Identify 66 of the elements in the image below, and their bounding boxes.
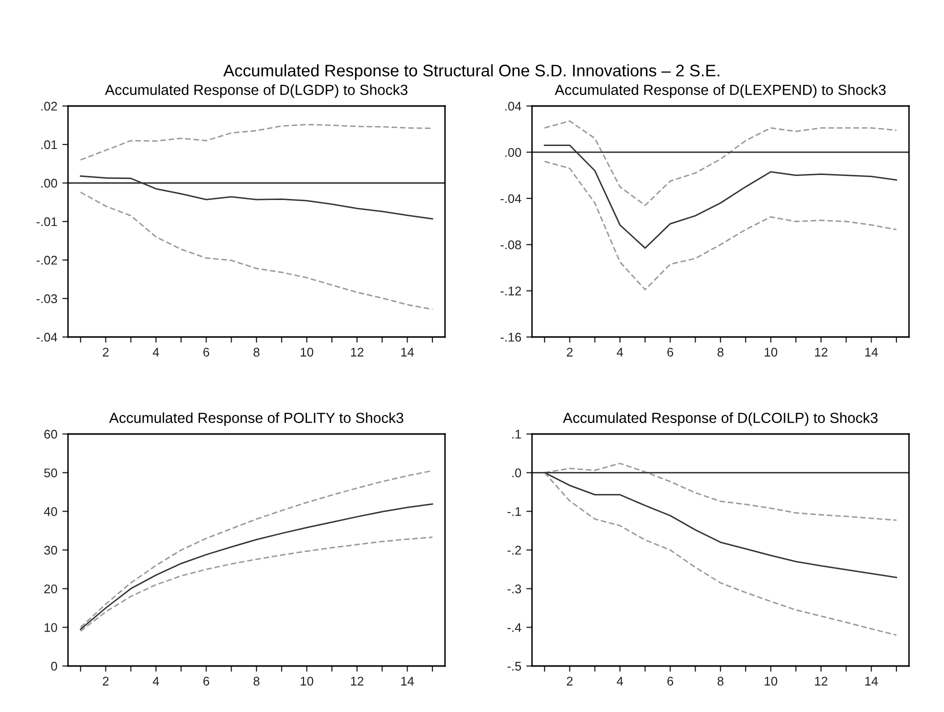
y-tick-label: -.03	[36, 294, 58, 304]
y-tick-label: .04	[505, 102, 522, 111]
x-tick-label: 14	[865, 676, 878, 686]
x-tick-label: 4	[152, 676, 160, 686]
x-tick-label: 2	[566, 676, 573, 686]
y-tick-label: -.12	[500, 286, 521, 296]
y-tick-label: .1	[512, 430, 521, 439]
x-tick-label: 14	[401, 676, 414, 686]
x-tick-label: 10	[764, 676, 778, 686]
y-tick-label: .0	[512, 468, 522, 478]
line-series	[80, 503, 434, 630]
y-tick-label: -.04	[500, 194, 522, 204]
y-tick-label: -.02	[36, 256, 57, 265]
x-tick-label: 10	[300, 348, 314, 357]
line-series	[80, 536, 434, 632]
y-tick-label: .00	[505, 148, 522, 157]
x-tick-label: 6	[667, 348, 674, 357]
line-series	[544, 120, 898, 206]
chart-title: Accumulated Response of D(LEXPEND) to Shock3	[554, 84, 886, 98]
x-tick-label: 8	[718, 676, 724, 686]
x-tick-label: 12	[815, 676, 828, 686]
line-series	[544, 160, 898, 290]
x-tick-label: 2	[102, 348, 109, 356]
x-tick-label: 8	[718, 348, 724, 357]
x-tick-label: 12	[351, 348, 364, 356]
y-tick-label: -.4	[508, 623, 522, 632]
y-tick-label: 60	[44, 430, 58, 439]
y-tick-label: 40	[44, 507, 58, 516]
y-tick-label: .01	[41, 140, 57, 150]
chart-title: Accumulated Response of POLITY to Shock3	[109, 412, 404, 426]
chart-title: Accumulated Response of D(LCOILP) to Shock3	[562, 412, 878, 426]
x-tick-label: 10	[764, 348, 778, 357]
y-tick-label: -.3	[508, 584, 522, 594]
x-tick-label: 8	[254, 676, 260, 686]
y-tick-label: 0	[51, 662, 58, 671]
y-tick-label: .02	[41, 102, 57, 111]
y-tick-label: 10	[44, 623, 58, 632]
line-series	[80, 124, 434, 161]
y-tick-label: 50	[44, 468, 58, 478]
y-tick-label: 30	[44, 546, 58, 555]
x-tick-label: 12	[815, 348, 828, 356]
x-tick-label: 4	[616, 348, 624, 356]
text: Accumulated Response to Structural One S.D. Innovations – 2 S.E.	[223, 64, 720, 80]
x-tick-label: 2	[566, 348, 573, 356]
y-tick-label: -.08	[500, 240, 522, 250]
x-tick-label: 12	[351, 676, 364, 686]
x-tick-label: 2	[102, 676, 109, 686]
x-tick-label: 14	[401, 348, 414, 356]
x-tick-label: 6	[203, 676, 210, 686]
x-tick-label: 8	[254, 348, 260, 357]
x-tick-label: 4	[616, 676, 624, 686]
y-tick-label: -.1	[508, 507, 521, 516]
x-tick-label: 6	[667, 676, 674, 686]
x-tick-label: 14	[865, 348, 878, 356]
x-tick-label: 4	[152, 348, 160, 356]
chart-title: Accumulated Response of D(LGDP) to Shock3	[104, 84, 408, 98]
line-series	[80, 192, 434, 310]
y-tick-label: -.2	[508, 546, 521, 555]
y-tick-label: 20	[44, 584, 58, 594]
x-tick-label: 6	[203, 348, 210, 357]
y-tick-label: -.04	[36, 332, 58, 342]
y-tick-label: -.01	[36, 217, 57, 226]
y-tick-label: -.16	[500, 332, 522, 342]
y-tick-label: .00	[41, 178, 58, 188]
y-tick-label: -.5	[508, 662, 522, 671]
x-tick-label: 10	[300, 676, 314, 686]
